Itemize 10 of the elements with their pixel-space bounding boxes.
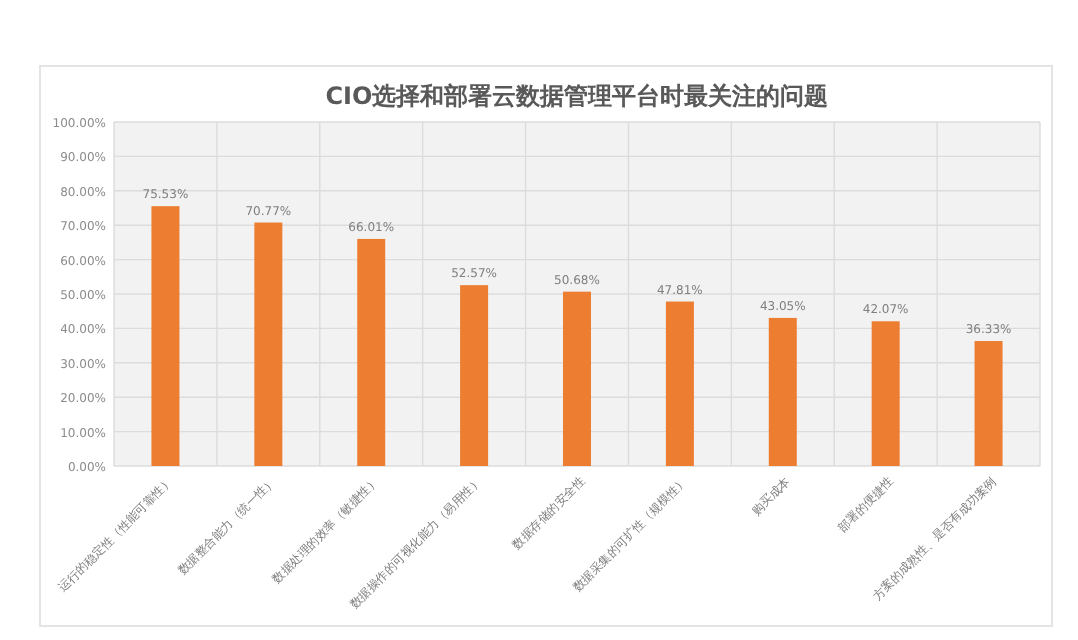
bar xyxy=(563,291,591,466)
bar xyxy=(974,341,1003,466)
bar xyxy=(768,317,797,466)
bar xyxy=(665,301,694,466)
bar xyxy=(460,285,489,466)
bar xyxy=(254,222,283,466)
bar xyxy=(151,206,180,466)
bar xyxy=(871,321,900,466)
bar xyxy=(357,238,386,466)
chart-title: CIO选择和部署云数据管理平台时最关注的问题 xyxy=(325,82,829,110)
